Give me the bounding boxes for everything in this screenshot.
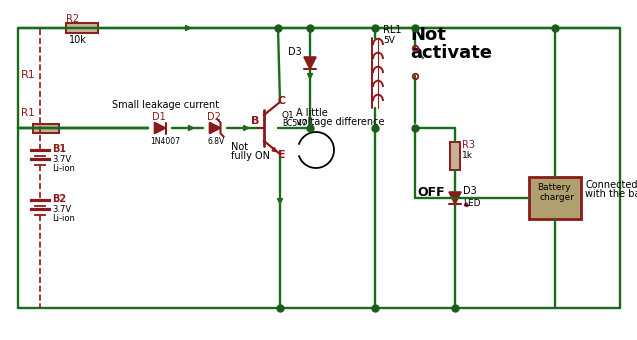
Text: R3: R3 [462, 139, 475, 150]
Text: D3: D3 [463, 186, 476, 196]
Text: Q1: Q1 [282, 111, 295, 120]
Text: R2: R2 [66, 14, 79, 24]
Text: B2: B2 [52, 194, 66, 204]
Text: Not: Not [410, 26, 446, 44]
Text: Small leakage current: Small leakage current [112, 100, 219, 110]
Bar [66, 23, 98, 33]
Text: Li-ion: Li-ion [52, 214, 75, 223]
Text: 3.7V: 3.7V [52, 205, 71, 214]
Text: 6.8V: 6.8V [208, 137, 225, 146]
Text: Connected: Connected [585, 180, 637, 190]
Polygon shape [449, 192, 461, 204]
Text: 1N4007: 1N4007 [150, 137, 180, 146]
Text: OFF: OFF [417, 186, 445, 199]
Text: fully ON: fully ON [231, 151, 270, 161]
Text: 3.7V: 3.7V [52, 155, 71, 164]
Bar [529, 177, 581, 219]
Text: E: E [278, 150, 285, 160]
Text: Not: Not [231, 142, 248, 152]
Text: 10k: 10k [69, 35, 87, 45]
Text: A little: A little [296, 108, 328, 118]
Text: RL1: RL1 [383, 25, 401, 35]
Text: BC547: BC547 [282, 119, 307, 128]
Text: LED: LED [463, 199, 480, 208]
Text: D2: D2 [207, 112, 221, 122]
Text: R1: R1 [21, 108, 35, 118]
Polygon shape [304, 57, 316, 69]
Text: activate: activate [410, 44, 492, 62]
Text: C: C [278, 96, 286, 106]
Text: voltage difference: voltage difference [296, 117, 385, 127]
Text: charger: charger [539, 193, 574, 202]
Text: D1: D1 [152, 112, 166, 122]
Text: B: B [251, 116, 259, 126]
Text: Battery: Battery [537, 183, 571, 192]
Polygon shape [155, 122, 166, 134]
Bar [450, 141, 460, 170]
Text: D3: D3 [288, 47, 302, 57]
Text: Li-ion: Li-ion [52, 164, 75, 173]
Text: 1k: 1k [462, 151, 473, 159]
Text: with the battery: with the battery [585, 189, 637, 199]
Text: R1: R1 [21, 70, 36, 80]
Text: B1: B1 [52, 144, 66, 154]
Polygon shape [210, 122, 220, 134]
Text: 5V: 5V [383, 36, 395, 45]
Bar [33, 123, 59, 133]
